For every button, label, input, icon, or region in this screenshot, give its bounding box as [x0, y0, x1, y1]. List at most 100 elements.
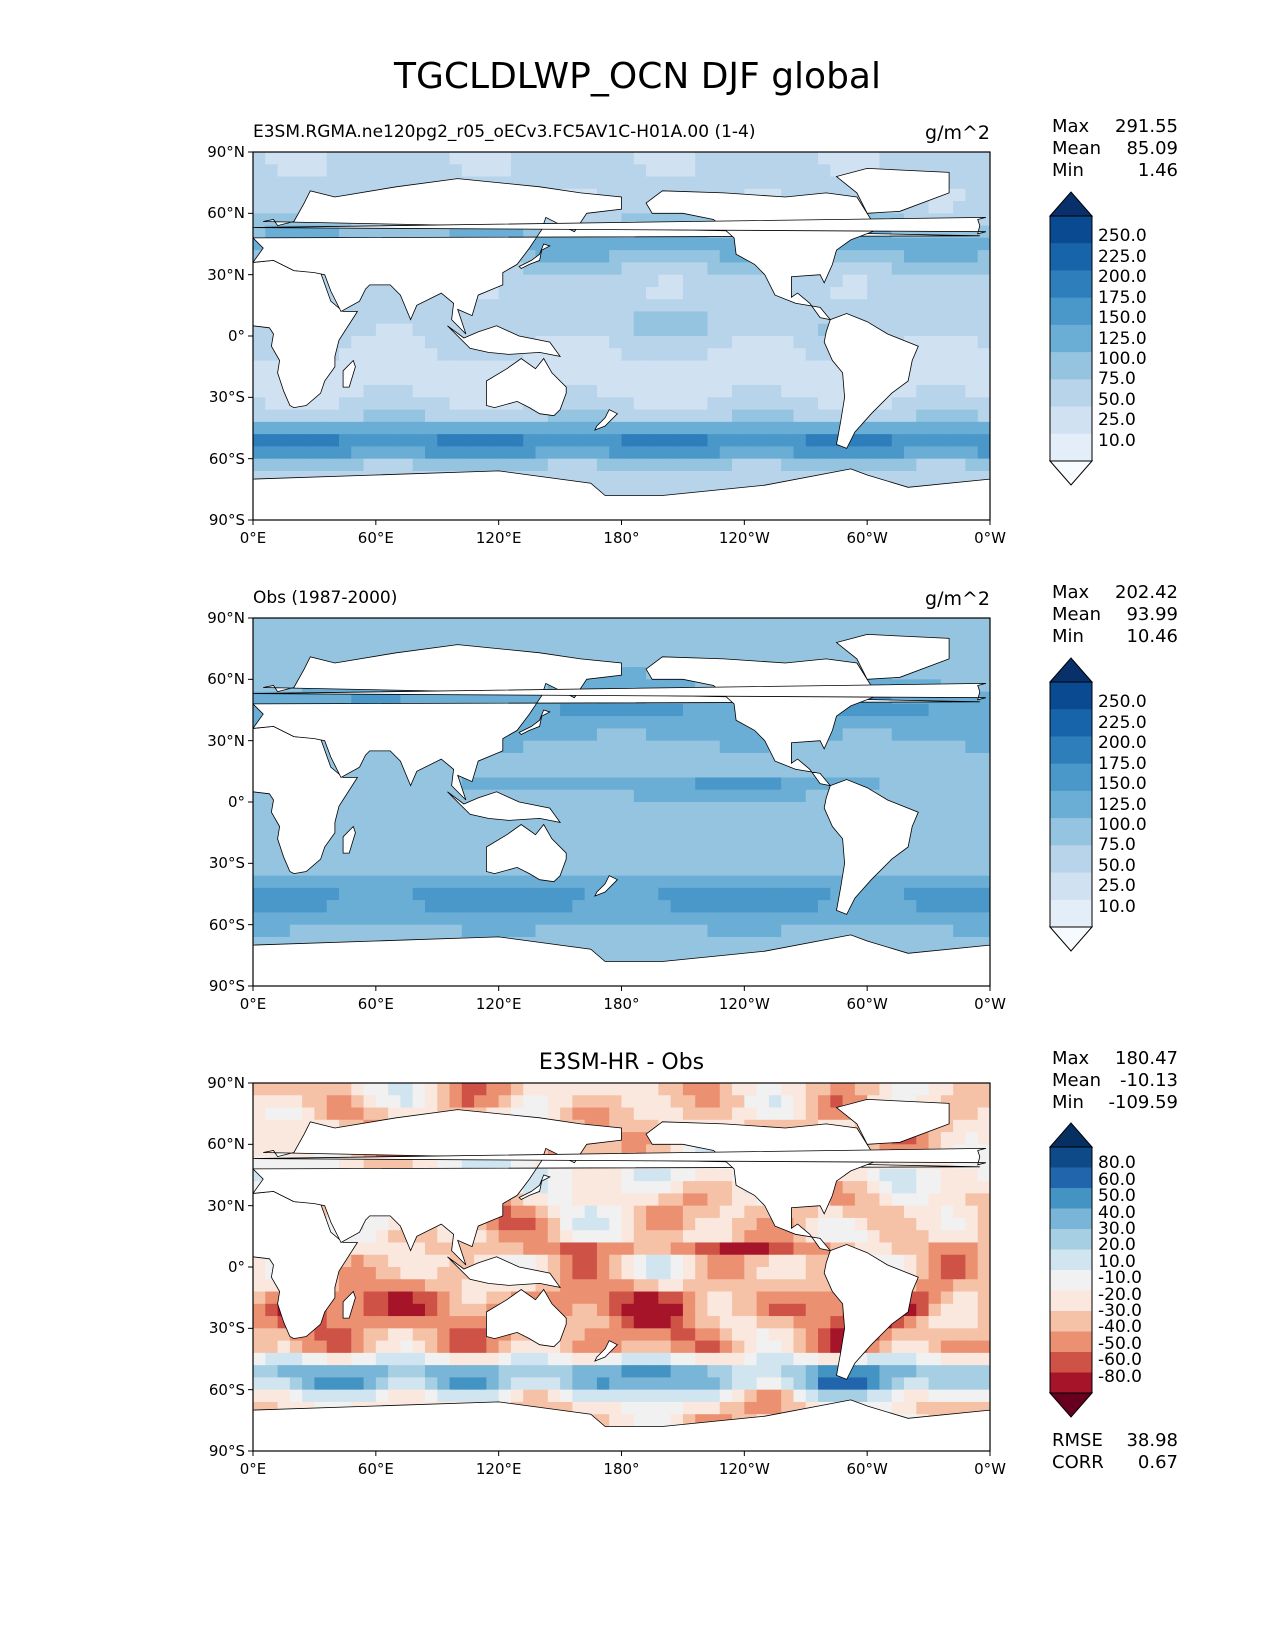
field-cell: [289, 1156, 303, 1170]
field-cell: [486, 434, 500, 447]
field-cell: [965, 1340, 979, 1354]
field-cell: [351, 458, 365, 472]
field-cell: [633, 1291, 647, 1305]
field-cell: [596, 348, 610, 362]
field-cell: [412, 1303, 426, 1317]
field-cell: [928, 765, 942, 779]
field-cell: [510, 1242, 524, 1256]
field-cell: [904, 286, 917, 300]
field-cell: [584, 348, 598, 362]
field-cell: [486, 1083, 500, 1096]
field-cell: [302, 618, 316, 631]
field-cell: [633, 826, 647, 840]
field-cell: [609, 152, 623, 165]
field-cell: [916, 838, 930, 852]
field-cell: [646, 924, 659, 938]
field-cell: [879, 765, 893, 779]
field-cell: [707, 286, 721, 300]
field-cell: [498, 900, 512, 913]
field-cell: [609, 838, 623, 852]
field-cell: [830, 740, 844, 754]
field-cell: [449, 446, 463, 460]
field-cell: [854, 1230, 868, 1244]
field-cell: [584, 372, 598, 386]
field-cell: [768, 851, 782, 864]
field-cell: [658, 838, 672, 852]
field-cell: [768, 1230, 782, 1244]
field-cell: [965, 372, 979, 386]
field-cell: [732, 752, 745, 766]
field-cell: [805, 1267, 819, 1280]
field-cell: [560, 323, 573, 337]
field-cell: [953, 654, 967, 668]
field-cell: [965, 826, 979, 840]
field-cell: [584, 1291, 598, 1305]
field-cell: [412, 1316, 426, 1329]
field-cell: [916, 311, 930, 325]
field-cell: [646, 875, 659, 889]
field-cell: [682, 765, 696, 779]
field-cell: [609, 814, 623, 828]
field-cell: [621, 1279, 635, 1293]
field-cell: [658, 777, 672, 791]
field-cell: [830, 164, 844, 178]
field-cell: [560, 1217, 573, 1231]
field-cell: [891, 152, 905, 165]
field-cell: [351, 421, 365, 435]
field-cell: [977, 348, 990, 362]
field-cell: [449, 630, 463, 644]
field-cell: [793, 348, 807, 362]
field-cell: [707, 936, 721, 950]
field-cell: [535, 1217, 549, 1231]
field-cell: [474, 434, 487, 447]
field-cell: [830, 262, 844, 276]
field-cell: [744, 1193, 758, 1207]
field-cell: [768, 630, 782, 644]
land-greenland: [835, 633, 950, 680]
field-cell: [928, 752, 942, 766]
field-cell: [940, 887, 954, 901]
field-cell: [560, 814, 573, 828]
field-cell: [658, 936, 672, 950]
field-cell: [818, 1083, 831, 1096]
field-cell: [572, 237, 586, 251]
field-cell: [744, 740, 758, 754]
field-cell: [744, 360, 758, 374]
field-cell: [732, 1254, 745, 1268]
field-cell: [474, 397, 487, 411]
field-cell: [535, 299, 549, 313]
field-cell: [338, 1095, 352, 1109]
field-cell: [486, 765, 500, 779]
field-cell: [437, 912, 451, 926]
field-cell: [363, 1279, 377, 1293]
field-cell: [547, 299, 561, 313]
field-cell: [953, 286, 967, 300]
field-cell: [756, 838, 770, 852]
field-cell: [670, 740, 684, 754]
field-cell: [953, 703, 967, 717]
field-cell: [695, 1107, 709, 1121]
field-cell: [682, 863, 696, 877]
field-cell: [535, 286, 549, 300]
field-cell: [719, 360, 733, 374]
field-cell: [928, 397, 942, 411]
field-cell: [412, 311, 426, 325]
field-cell: [449, 458, 463, 472]
field-cell: [253, 887, 266, 901]
field-cell: [363, 1291, 377, 1305]
field-cell: [424, 152, 438, 165]
field-cell: [879, 274, 893, 288]
field-cell: [412, 900, 426, 913]
field-cell: [805, 372, 819, 386]
field-cell: [609, 789, 623, 803]
field-cell: [818, 1291, 831, 1305]
field-cell: [437, 1291, 451, 1305]
field-cell: [953, 777, 967, 791]
field-cell: [437, 887, 451, 901]
field-cell: [289, 924, 303, 938]
field-cell: [818, 912, 831, 926]
field-cell: [719, 765, 733, 779]
field-cell: [658, 1230, 672, 1244]
field-cell: [388, 372, 401, 386]
field-cell: [682, 740, 696, 754]
